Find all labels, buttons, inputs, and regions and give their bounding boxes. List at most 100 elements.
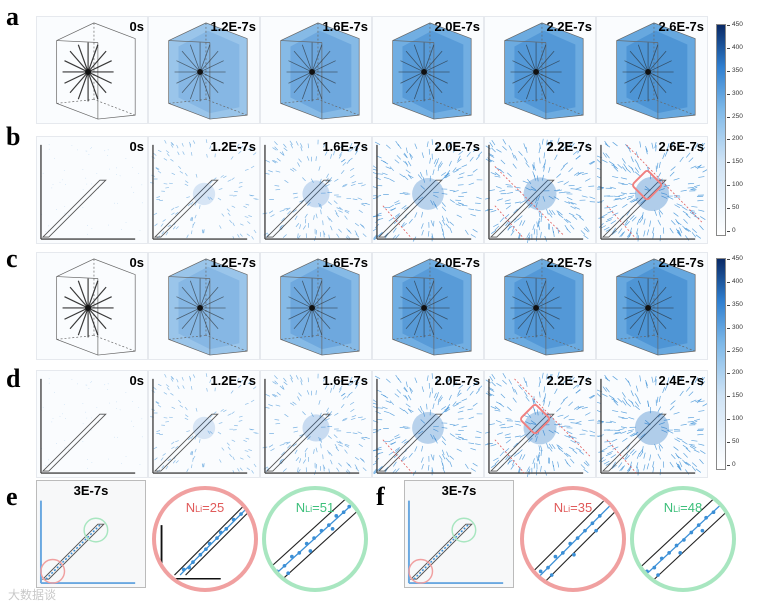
panel-e-overview-plot — [39, 500, 136, 585]
panel-a-2-plot — [168, 22, 248, 120]
cbar-ticks-top-label: 400 — [727, 43, 743, 51]
cbar-ticks-bottom-label: 350 — [727, 300, 743, 308]
panel-e-green-zoom: NLi=51 — [262, 486, 368, 592]
panel-c-1-plot — [56, 258, 136, 356]
time-label-d-3: 1.6E-7s — [322, 373, 368, 388]
panel-b-2: 1.2E-7s — [148, 136, 260, 244]
panel-e-green-zoom-plot — [266, 496, 361, 583]
panel-e-red-zoom: NLi=25 — [152, 486, 258, 592]
colorbar-top — [716, 24, 726, 236]
panel-b-2-plot — [150, 139, 259, 240]
panel-f-green-label: NLi=48 — [663, 500, 703, 515]
time-label-c-1: 0s — [129, 255, 144, 270]
colorbar-bottom — [716, 258, 726, 470]
panel-f-overview: 3E-7s — [404, 480, 514, 588]
panel-c-1: 0s — [36, 252, 148, 360]
panel-a-2: 1.2E-7s — [148, 16, 260, 124]
panel-d-5-plot — [485, 371, 595, 477]
panel-b-4-plot — [373, 139, 483, 242]
time-label-b-5: 2.2E-7s — [546, 139, 592, 154]
panel-a-5-plot — [504, 22, 584, 120]
time-label-a-6: 2.6E-7s — [658, 19, 704, 34]
cbar-ticks-top-label: 0 — [727, 227, 736, 234]
panel-a-3: 1.6E-7s — [260, 16, 372, 124]
panel-b-3-plot — [262, 139, 370, 241]
panel-e-red-label: NLi=25 — [185, 500, 225, 515]
panel-e-time: 3E-7s — [73, 483, 109, 498]
cbar-ticks-top-label: 100 — [727, 181, 743, 189]
panel-d-2: 1.2E-7s — [148, 370, 260, 478]
cbar-ticks-bottom-label: 50 — [726, 438, 740, 446]
time-label-d-6: 2.4E-7s — [658, 373, 704, 388]
panel-a-3-plot — [280, 22, 360, 120]
panel-label-e: e — [6, 482, 18, 511]
panel-f-red-label: NLi=35 — [553, 500, 593, 515]
panel-c-6-plot — [616, 258, 696, 356]
panel-e-overview: 3E-7s — [36, 480, 146, 588]
panel-b-1: 0s — [36, 136, 148, 244]
panel-label-a: a — [6, 2, 19, 31]
panel-f-green-zoom: NLi=48 — [630, 486, 736, 592]
cbar-ticks-top-label: 300 — [727, 89, 743, 97]
panel-b-5: 2.2E-7s — [484, 136, 596, 244]
panel-e-green-label: NLi=51 — [295, 500, 335, 515]
time-label-c-6: 2.4E-7s — [658, 255, 704, 270]
panel-e-red-zoom-plot — [160, 500, 253, 580]
panel-c-5: 2.2E-7s — [484, 252, 596, 360]
panel-d-6: 2.4E-7s — [596, 370, 708, 478]
panel-a-1: 0s — [36, 16, 148, 124]
panel-c-2: 1.2E-7s — [148, 252, 260, 360]
panel-d-2-plot — [150, 373, 259, 474]
time-label-d-4: 2.0E-7s — [434, 373, 480, 388]
cbar-ticks-bottom-label: 100 — [727, 415, 743, 423]
cbar-ticks-bottom-label: 250 — [727, 346, 743, 354]
time-label-a-1: 0s — [129, 19, 144, 34]
panel-c-4-plot — [392, 258, 472, 356]
panel-a-4-plot — [392, 22, 472, 120]
time-label-c-4: 2.0E-7s — [434, 255, 480, 270]
panel-a-6-plot — [616, 22, 696, 120]
panel-label-b: b — [6, 122, 21, 151]
panel-b-1-plot — [40, 144, 143, 240]
watermark: 大数据谈 — [8, 588, 57, 602]
cbar-ticks-bottom-label: 400 — [727, 277, 743, 285]
panel-a-5: 2.2E-7s — [484, 16, 596, 124]
time-label-c-5: 2.2E-7s — [546, 255, 592, 270]
cbar-ticks-top-label: 50 — [726, 204, 740, 212]
time-label-d-2: 1.2E-7s — [210, 373, 256, 388]
panel-label-d: d — [6, 364, 21, 393]
time-label-d-5: 2.2E-7s — [546, 373, 592, 388]
time-label-b-4: 2.0E-7s — [434, 139, 480, 154]
time-label-a-4: 2.0E-7s — [434, 19, 480, 34]
panel-a-1-plot — [56, 22, 136, 120]
cbar-ticks-top-label: 250 — [727, 112, 743, 120]
panel-d-3: 1.6E-7s — [260, 370, 372, 478]
panel-d-4: 2.0E-7s — [372, 370, 484, 478]
panel-f-overview-plot — [407, 500, 504, 585]
cbar-ticks-top-label: 200 — [727, 135, 743, 143]
panel-c-3-plot — [280, 258, 360, 356]
panel-d-6-plot — [597, 374, 707, 476]
panel-b-3: 1.6E-7s — [260, 136, 372, 244]
panel-c-4: 2.0E-7s — [372, 252, 484, 360]
cbar-ticks-top-label: 450 — [727, 21, 743, 28]
panel-d-1: 0s — [36, 370, 148, 478]
time-label-b-6: 2.6E-7s — [658, 139, 704, 154]
cbar-ticks-bottom-label: 150 — [727, 392, 743, 400]
time-label-b-2: 1.2E-7s — [210, 139, 256, 154]
panel-c-2-plot — [168, 258, 248, 356]
panel-label-f: f — [376, 482, 385, 511]
panel-b-5-plot — [485, 137, 595, 243]
panel-c-3: 1.6E-7s — [260, 252, 372, 360]
time-label-a-5: 2.2E-7s — [546, 19, 592, 34]
panel-d-1-plot — [40, 378, 143, 474]
panel-f-time: 3E-7s — [441, 483, 477, 498]
panel-label-c: c — [6, 244, 18, 273]
cbar-ticks-top-label: 150 — [727, 158, 743, 166]
panel-f-green-zoom-plot — [634, 495, 731, 587]
time-label-c-2: 1.2E-7s — [210, 255, 256, 270]
time-label-a-2: 1.2E-7s — [210, 19, 256, 34]
panel-f-red-zoom-plot — [525, 500, 621, 587]
panel-d-3-plot — [262, 373, 370, 475]
panel-a-4: 2.0E-7s — [372, 16, 484, 124]
